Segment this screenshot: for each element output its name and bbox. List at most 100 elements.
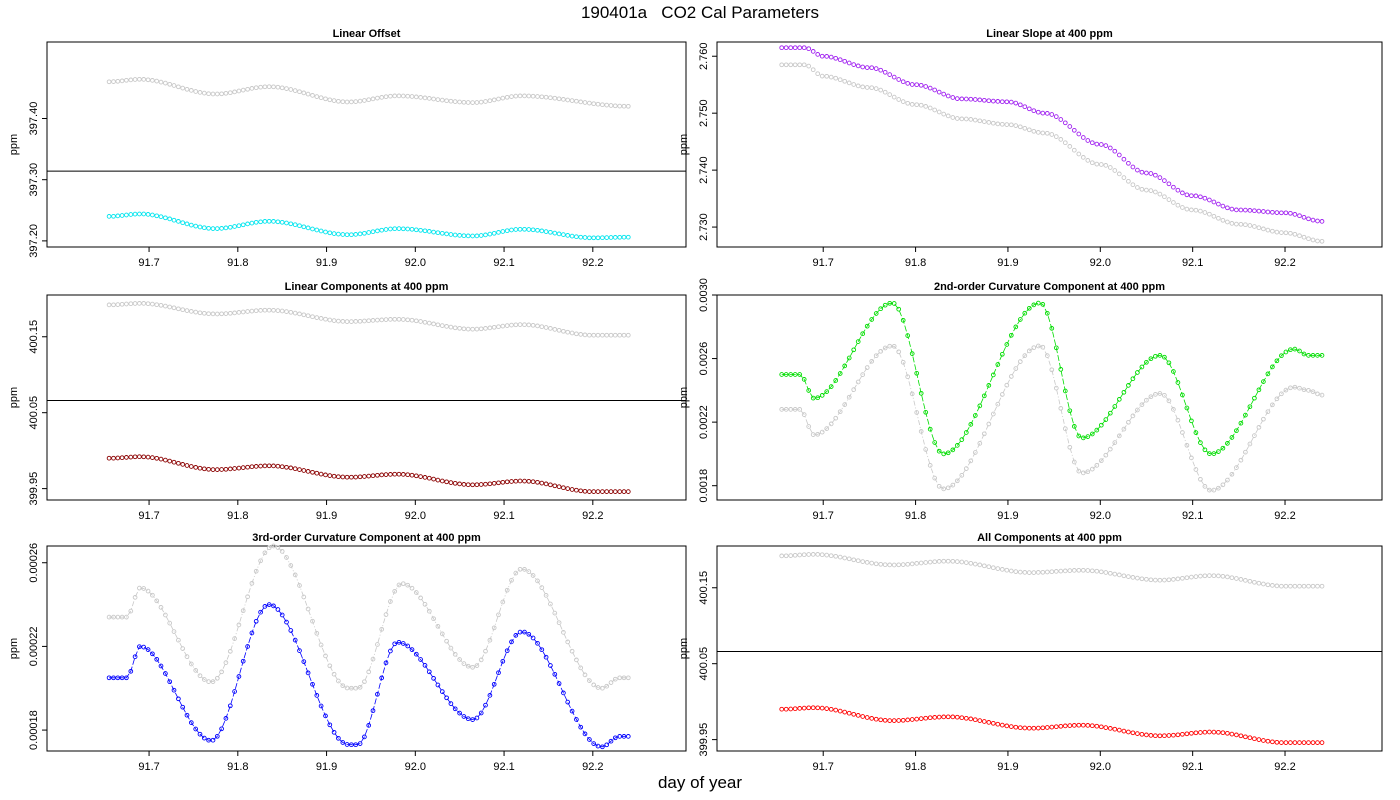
data-point [612, 735, 618, 741]
data-point [448, 645, 454, 651]
data-point [379, 95, 385, 100]
data-point [595, 685, 601, 690]
data-point [1144, 576, 1149, 582]
data-point [1121, 573, 1127, 579]
data-point [617, 675, 623, 681]
data-point [1049, 132, 1055, 137]
data-point [201, 310, 207, 316]
data-point [1130, 575, 1136, 580]
data-point [977, 403, 983, 409]
data-point [240, 87, 246, 93]
data-point [504, 94, 510, 100]
data-point [1292, 212, 1298, 217]
data-point [963, 430, 969, 435]
data-point [972, 450, 978, 455]
data-point [1247, 735, 1253, 741]
data-point [349, 685, 354, 691]
data-point [591, 332, 597, 338]
data-point [474, 663, 480, 668]
series-linear [106, 454, 631, 494]
data-point [887, 92, 893, 97]
data-point [154, 656, 160, 662]
data-point [878, 717, 884, 723]
data-point [1166, 577, 1172, 583]
data-point [431, 321, 436, 327]
data-point [1071, 424, 1077, 429]
data-point [470, 100, 475, 105]
data-point [914, 370, 920, 376]
data-point [552, 327, 558, 332]
data-point [1049, 367, 1055, 373]
data-point [950, 115, 956, 120]
data-point [1035, 109, 1041, 115]
data-point [535, 227, 540, 233]
y-tick-label: 400.05 [28, 396, 40, 430]
data-point [891, 94, 897, 100]
data-point [409, 647, 415, 652]
data-point [600, 744, 605, 750]
data-point [106, 79, 112, 85]
data-point [470, 482, 475, 488]
data-point [504, 479, 510, 485]
data-point [625, 234, 631, 240]
data-point [184, 221, 190, 227]
data-point [909, 102, 915, 107]
data-point [945, 113, 951, 119]
data-point [1053, 569, 1059, 574]
data-point [496, 96, 501, 102]
data-point [882, 89, 888, 95]
series-reference [106, 301, 631, 338]
data-point [972, 117, 978, 123]
data-point [905, 374, 911, 380]
data-point [1175, 202, 1181, 208]
data-point [232, 636, 237, 641]
data-point [1017, 359, 1023, 364]
data-point [1315, 218, 1320, 224]
data-point [383, 317, 389, 322]
series-reference [779, 552, 1325, 589]
data-point [561, 485, 566, 491]
data-point [1089, 140, 1095, 146]
data-point [1180, 392, 1185, 398]
data-point [591, 682, 597, 688]
data-point [336, 678, 341, 684]
data-point [1274, 396, 1280, 402]
data-point [1229, 731, 1235, 737]
data-point [137, 454, 142, 460]
data-point [496, 480, 501, 486]
data-point [1022, 570, 1028, 575]
data-point [478, 99, 484, 105]
data-point [900, 359, 906, 365]
data-point [474, 326, 480, 332]
data-point [500, 323, 506, 329]
data-point [595, 332, 601, 338]
data-point [240, 608, 246, 614]
data-point [617, 734, 623, 739]
data-point [400, 317, 406, 322]
data-point [587, 332, 592, 338]
data-point [1193, 730, 1199, 736]
data-point [846, 556, 852, 562]
data-point [405, 317, 411, 323]
data-point [1076, 151, 1082, 157]
data-point [353, 232, 359, 237]
data-point [418, 319, 423, 324]
data-point [119, 455, 125, 461]
data-point [1184, 575, 1190, 581]
data-point [1144, 359, 1149, 365]
data-point [478, 710, 484, 716]
data-point [617, 489, 623, 494]
series-offset [106, 211, 631, 241]
data-point [422, 95, 428, 101]
data-point [1288, 347, 1293, 353]
data-point [569, 98, 575, 103]
data-point [815, 705, 821, 711]
data-point [500, 658, 506, 664]
data-point [1166, 733, 1172, 738]
data-point [219, 91, 224, 97]
x-tick-label: 91.9 [997, 761, 1018, 773]
data-point [478, 233, 484, 238]
data-point [1207, 211, 1212, 217]
data-point [1225, 441, 1230, 446]
data-point [1148, 171, 1154, 176]
